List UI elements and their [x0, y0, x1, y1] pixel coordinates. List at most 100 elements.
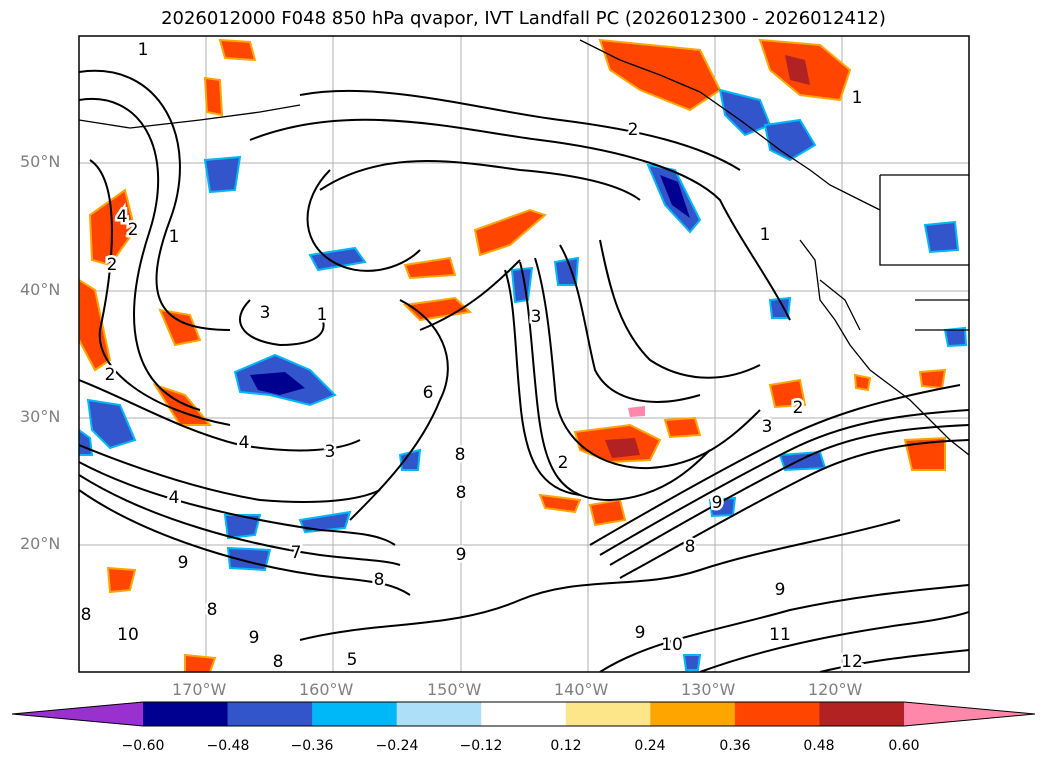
colorbar-tick: −0.24 [375, 738, 419, 754]
colorbar-block [650, 702, 736, 726]
contour-label: 3 [325, 442, 336, 462]
contour-label-halo: 8 [685, 537, 696, 557]
contour-label-halo: 3 [260, 303, 271, 323]
contour-label: 4 [117, 207, 128, 227]
contour-label: 3 [260, 303, 271, 323]
colorbar-extend-low [12, 702, 143, 726]
contour-label-halo: 2 [628, 120, 639, 140]
contour-label-halo: 9 [775, 580, 786, 600]
contour-label: 9 [635, 623, 646, 643]
contour-label-halo: 5 [347, 650, 358, 670]
contour-label: 9 [249, 628, 260, 648]
contour-label: 2 [628, 120, 639, 140]
colorbar-extend-high [904, 702, 1035, 726]
contour-label-halo: 1 [138, 40, 149, 60]
contour-label-halo: 8 [207, 600, 218, 620]
colorbar-tick: −0.12 [459, 738, 503, 754]
contour-label: 8 [455, 445, 466, 465]
contour-label-halo: 9 [249, 628, 260, 648]
lon-label-160w: 160°W [299, 680, 354, 699]
contour-label: 2 [793, 398, 804, 418]
contour-label-halo: 10 [117, 625, 139, 645]
contour-label-halo: 8 [455, 445, 466, 465]
contour-label: 11 [769, 625, 791, 645]
ivt-contours [79, 69, 969, 672]
colorbar-tick: 0.48 [803, 738, 835, 754]
contour-label-halo: 3 [531, 307, 542, 327]
contour-label-halo: 1 [852, 88, 863, 108]
contour-label: 8 [685, 537, 696, 557]
contour-label: 2 [107, 255, 118, 275]
contour-label: 9 [712, 493, 723, 513]
map-panel [79, 36, 969, 672]
contour-label-halo: 1 [169, 227, 180, 247]
contour-label-halo: 1 [760, 225, 771, 245]
contour-label-halo: 8 [273, 652, 284, 672]
contour-label-halo: 2 [558, 453, 569, 473]
contour-label-halo: 9 [635, 623, 646, 643]
contour-label-halo: 8 [374, 570, 385, 590]
contour-label: 3 [531, 307, 542, 327]
contour-label-halo: 1 [317, 305, 328, 325]
contour-label-halo: 8 [456, 483, 467, 503]
contour-label: 2 [128, 220, 139, 240]
colorbar-block [396, 702, 482, 726]
lat-label-50n: 50°N [20, 152, 61, 171]
contour-label-halo: 3 [325, 442, 336, 462]
contour-label: 8 [456, 483, 467, 503]
contour-label-halo: 11 [769, 625, 791, 645]
lat-label-20n: 20°N [20, 534, 61, 553]
contour-label: 8 [81, 605, 92, 625]
contour-label: 9 [775, 580, 786, 600]
contour-label-halo: 2 [105, 365, 116, 385]
contour-label: 2 [105, 365, 116, 385]
colorbar-tick: −0.36 [290, 738, 334, 754]
contour-label: 5 [347, 650, 358, 670]
contour-label-halo: 9 [178, 553, 189, 573]
contour-label-halo: 12 [841, 652, 863, 672]
lon-label-130w: 130°W [681, 680, 736, 699]
lon-label-120w: 120°W [808, 680, 863, 699]
map-title: 2026012000 F048 850 hPa qvapor, IVT Land… [161, 8, 886, 29]
contour-label-halo: 9 [712, 493, 723, 513]
colorbar-tick: −0.48 [206, 738, 250, 754]
colorbar-block [565, 702, 651, 726]
contour-label: 1 [138, 40, 149, 60]
colorbar [11, 701, 1036, 727]
contour-label: 4 [169, 488, 180, 508]
contour-label: 10 [661, 635, 683, 655]
colorbar-block [143, 702, 229, 726]
contour-label-halo: 6 [423, 383, 434, 403]
colorbar-tick: 0.60 [888, 738, 920, 754]
lon-label-170w: 170°W [172, 680, 227, 699]
colorbar-outline [11, 701, 1036, 727]
contour-label: 7 [291, 543, 302, 563]
map-border [78, 35, 970, 673]
colorbar-block [734, 702, 820, 726]
contour-label: 8 [273, 652, 284, 672]
colorbar-block [481, 702, 567, 726]
contour-label: 4 [239, 433, 250, 453]
colorbar-blocks [143, 702, 905, 726]
contour-label-halo: 2 [128, 220, 139, 240]
contour-label: 1 [169, 227, 180, 247]
contour-label-halo: 2 [107, 255, 118, 275]
lon-label-150w: 150°W [427, 680, 482, 699]
contour-label-halo: 3 [762, 417, 773, 437]
contour-label-halo: 7 [291, 543, 302, 563]
contour-label-halo: 10 [661, 635, 683, 655]
contour-label: 8 [207, 600, 218, 620]
contour-label: 10 [117, 625, 139, 645]
colorbar-block [312, 702, 398, 726]
colorbar-tick: 0.12 [550, 738, 582, 754]
contour-label: 9 [178, 553, 189, 573]
contour-label: 6 [423, 383, 434, 403]
contour-label: 12 [841, 652, 863, 672]
lat-label-40n: 40°N [20, 280, 61, 299]
contour-label: 1 [317, 305, 328, 325]
contour-label-halo: 9 [456, 545, 467, 565]
contour-label-halo: 8 [81, 605, 92, 625]
colorbar-tick: 0.36 [719, 738, 751, 754]
contour-label-halo: 2 [793, 398, 804, 418]
